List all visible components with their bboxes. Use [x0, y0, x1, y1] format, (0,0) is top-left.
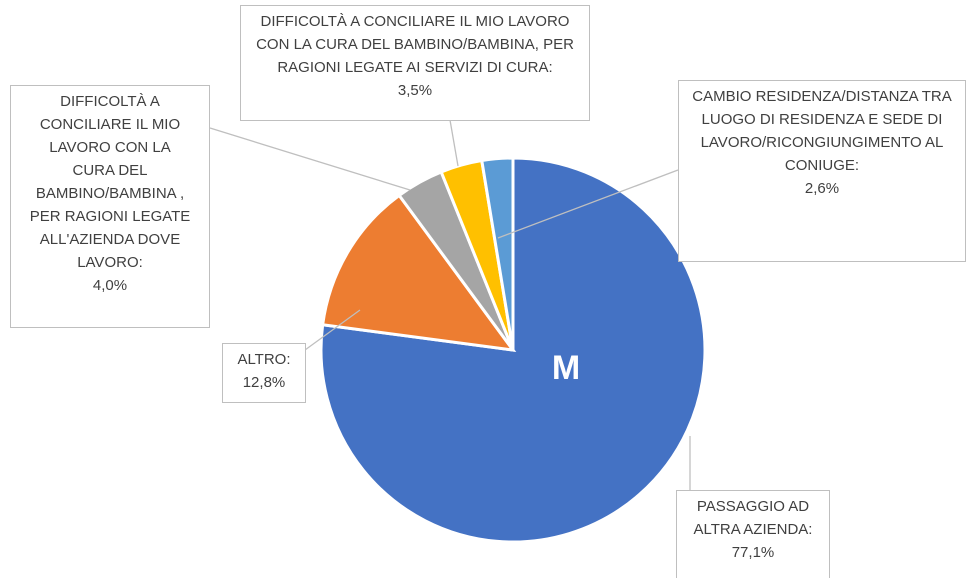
data-label: PASSAGGIO AD ALTRA AZIENDA: 77,1% [676, 490, 830, 578]
data-label: DIFFICOLTÀ A CONCILIARE IL MIO LAVORO CO… [240, 5, 590, 121]
pie-slice [319, 156, 707, 544]
annotation: M [552, 349, 580, 387]
value-label: 12,8% [242, 374, 286, 391]
data-label: ALTRO: 12,8% [222, 343, 306, 403]
value-label: 77,1% [731, 544, 775, 561]
label-text: DIFFICOLTÀ A CONCILIARE IL MIO LAVORO CO… [256, 13, 574, 76]
leader-line [497, 169, 679, 239]
slices [319, 156, 707, 544]
label-text: PASSAGGIO AD ALTRA AZIENDA: [693, 498, 813, 538]
label-text: ALTRO: [237, 351, 291, 368]
data-label: CAMBIO RESIDENZA/DISTANZA TRA LUOGO DI R… [678, 80, 966, 262]
label-text: DIFFICOLTÀ A CONCILIARE IL MIO LAVORO CO… [29, 93, 191, 271]
leader-line [304, 309, 361, 351]
data-label: DIFFICOLTÀ A CONCILIARE IL MIO LAVORO CO… [10, 85, 210, 328]
value-label: 3,5% [397, 82, 433, 99]
pie-slice [320, 193, 517, 352]
label-text: CAMBIO RESIDENZA/DISTANZA TRA LUOGO DI R… [692, 88, 952, 174]
leader-line [449, 119, 459, 167]
value-label: 2,6% [804, 180, 840, 197]
pie-slice [480, 156, 515, 351]
leader-line [209, 127, 411, 191]
value-label: 4,0% [92, 277, 128, 294]
